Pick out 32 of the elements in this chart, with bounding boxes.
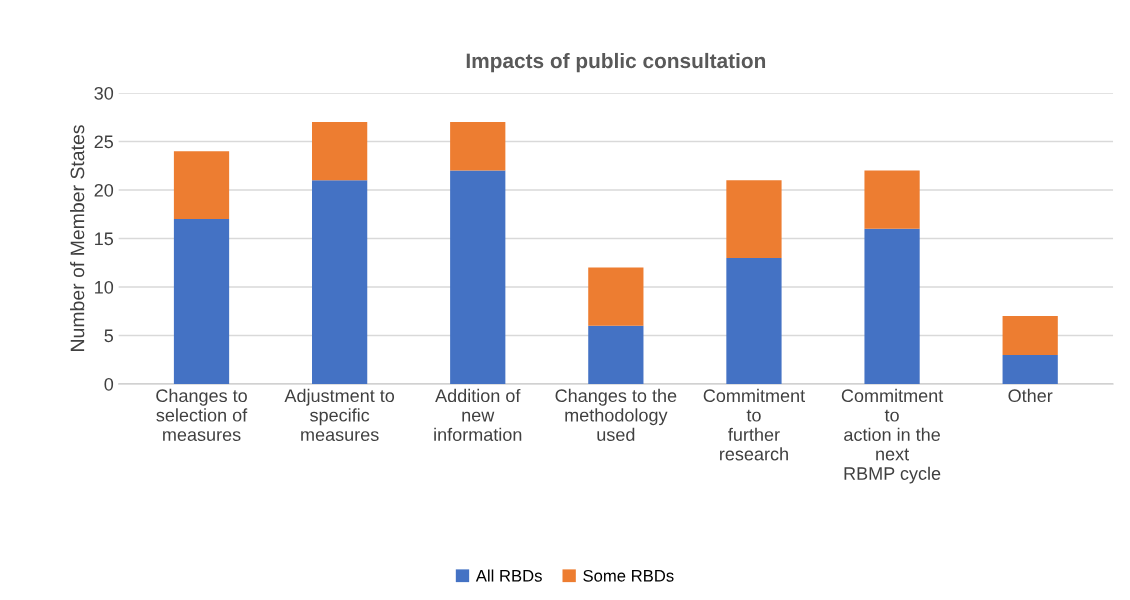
x-tick-label: Commitment to further research xyxy=(703,388,805,461)
bar xyxy=(588,267,644,326)
chart-title: Impacts of public consultation xyxy=(466,52,766,73)
bar xyxy=(726,180,782,258)
bar xyxy=(1002,354,1058,384)
bar xyxy=(312,122,368,181)
y-tick-label: 10 xyxy=(95,280,114,294)
y-tick-label: 20 xyxy=(94,183,114,197)
bar xyxy=(312,180,368,384)
x-tick-label: Addition of new information xyxy=(434,388,522,442)
x-tick-label: Changes to the methodology used xyxy=(555,388,677,442)
x-tick-label: Changes to selection of measures xyxy=(156,388,248,442)
y-tick-label: 30 xyxy=(94,86,114,100)
legend-label: All RBDs xyxy=(475,569,542,582)
legend-label: Some RBDs xyxy=(583,569,674,582)
y-tick-label: 25 xyxy=(94,135,114,149)
y-axis-title: Number of Member States xyxy=(70,125,85,351)
x-tick-label: Commitment to action in the next RBMP cycle xyxy=(841,388,944,484)
x-tick-label: Other xyxy=(1008,388,1053,403)
bar xyxy=(450,122,506,171)
x-tick-label: Adjustment to specific measures xyxy=(284,388,395,442)
bar xyxy=(864,228,920,384)
bar xyxy=(450,170,506,384)
bar xyxy=(173,151,230,220)
bar xyxy=(588,325,644,384)
y-tick-label: 0 xyxy=(104,377,114,391)
bar xyxy=(864,170,920,229)
y-tick-label: 5 xyxy=(104,329,114,343)
bar xyxy=(173,219,230,384)
bar xyxy=(1002,316,1058,355)
bar xyxy=(726,257,782,384)
y-tick-label: 15 xyxy=(95,232,114,246)
